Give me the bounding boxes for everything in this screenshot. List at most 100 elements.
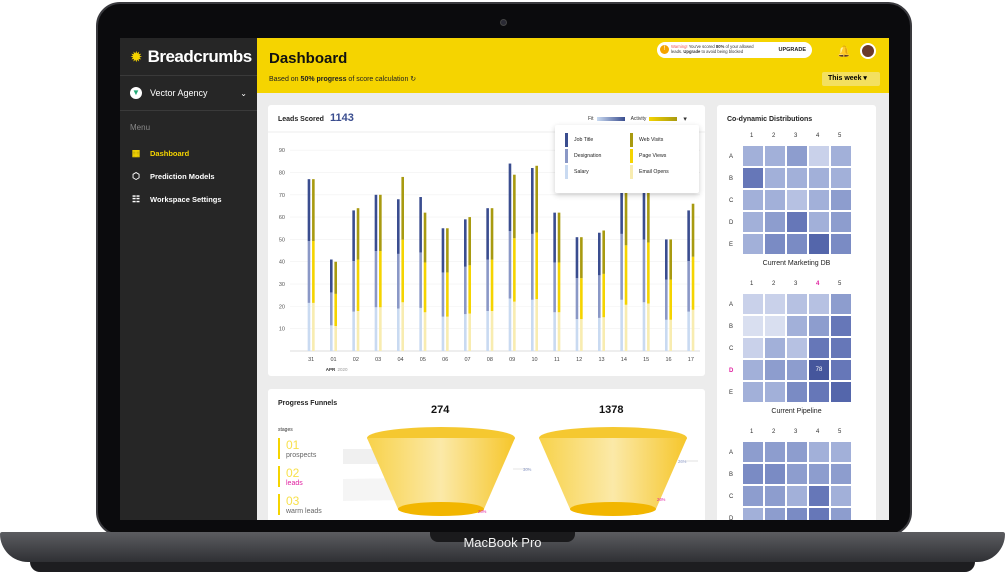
heatmap-cell[interactable] <box>764 211 786 233</box>
dropdown-item-designation[interactable]: Designation <box>565 149 601 163</box>
agency-selector[interactable]: ▼ Vector Agency ⌄ <box>120 76 257 111</box>
heatmap-cell[interactable] <box>742 167 764 189</box>
heatmap-cell[interactable] <box>764 463 786 485</box>
heatmap-cell[interactable] <box>830 293 852 315</box>
heatmap-cell[interactable] <box>830 211 852 233</box>
stage-prospects: 01 prospects <box>278 438 338 459</box>
heatmap-cell[interactable]: 78 <box>808 359 830 381</box>
logo[interactable]: ✹ Breadcrumbs <box>120 38 257 76</box>
heatmap-cell[interactable] <box>764 233 786 255</box>
heatmap-cell[interactable] <box>742 315 764 337</box>
heatmap-cell[interactable] <box>786 507 808 520</box>
heatmap-cell[interactable] <box>764 337 786 359</box>
dropdown-item-page-views[interactable]: Page Views <box>630 149 666 163</box>
heatmap-cell[interactable] <box>742 359 764 381</box>
heatmap-cell[interactable] <box>808 381 830 403</box>
legend-fit[interactable]: Fit <box>588 116 625 122</box>
heatmap-cell[interactable] <box>742 293 764 315</box>
avatar[interactable] <box>860 43 876 59</box>
heatmap-cell[interactable] <box>786 485 808 507</box>
x-tick-label: 07 <box>464 357 470 363</box>
heatmap-cell[interactable] <box>830 381 852 403</box>
column-label: 5 <box>838 429 842 435</box>
bell-icon[interactable]: 🔔 <box>837 46 851 58</box>
warning-upgrade-link[interactable]: Upgrade <box>683 49 701 54</box>
heatmap-cell[interactable] <box>764 485 786 507</box>
heatmap-cell[interactable] <box>742 233 764 255</box>
chevron-down-icon[interactable]: ▾ <box>683 116 687 123</box>
heatmap-cell[interactable] <box>742 485 764 507</box>
bar-fit-segment <box>687 210 690 262</box>
heatmap-cell[interactable] <box>808 167 830 189</box>
heatmap-cell[interactable] <box>742 507 764 520</box>
bar-fit-segment <box>486 259 489 312</box>
heatmap-cell[interactable] <box>786 293 808 315</box>
bar-fit-segment <box>441 316 445 351</box>
heatmap-cell[interactable] <box>808 293 830 315</box>
heatmap-cell[interactable] <box>742 441 764 463</box>
legend-activity[interactable]: Activity <box>631 116 678 122</box>
heatmap-cell[interactable] <box>808 233 830 255</box>
heatmap-cell[interactable] <box>786 189 808 211</box>
heatmap-cell[interactable] <box>830 145 852 167</box>
heatmap-cell[interactable] <box>742 189 764 211</box>
heatmap-cell[interactable] <box>764 315 786 337</box>
bar-activity-segment <box>423 312 427 351</box>
heatmap-cell[interactable] <box>830 233 852 255</box>
heatmap-cell[interactable] <box>830 315 852 337</box>
heatmap-cell[interactable] <box>742 211 764 233</box>
heatmap-cell[interactable] <box>830 463 852 485</box>
upgrade-button[interactable]: UPGRADE <box>778 47 806 53</box>
dropdown-label: Page Views <box>639 153 667 159</box>
heatmap-cell[interactable] <box>808 315 830 337</box>
heatmap-cell[interactable] <box>808 189 830 211</box>
heatmap-cell[interactable] <box>830 189 852 211</box>
dropdown-item-web-visits[interactable]: Web Visits <box>630 133 663 147</box>
heatmap-cell[interactable] <box>786 167 808 189</box>
heatmap-cell[interactable] <box>808 211 830 233</box>
heatmap-cell[interactable] <box>786 233 808 255</box>
heatmap-cell[interactable] <box>808 337 830 359</box>
heatmap-cell[interactable] <box>786 381 808 403</box>
heatmap-cell[interactable] <box>786 315 808 337</box>
heatmap-cell[interactable] <box>764 507 786 520</box>
sidebar-item-prediction-models[interactable]: ⬡ Prediction Models <box>120 165 257 188</box>
heatmap-cell[interactable] <box>830 441 852 463</box>
heatmap-cell[interactable] <box>808 441 830 463</box>
row-label: B <box>729 176 734 182</box>
refresh-icon[interactable]: ↻ <box>410 76 417 83</box>
sidebar-item-workspace-settings[interactable]: ☷ Workspace Settings <box>120 188 257 211</box>
heatmap-cell[interactable] <box>786 359 808 381</box>
sidebar-item-dashboard[interactable]: ▦ Dashboard <box>120 142 257 165</box>
heatmap-cell[interactable] <box>786 463 808 485</box>
heatmap-cell[interactable] <box>808 463 830 485</box>
heatmap-cell[interactable] <box>764 441 786 463</box>
dropdown-item-salary[interactable]: Salary <box>565 165 589 179</box>
dropdown-item-job-title[interactable]: Job Title <box>565 133 593 147</box>
heatmap-cell[interactable] <box>786 441 808 463</box>
heatmap-cell[interactable] <box>808 145 830 167</box>
heatmap-cell[interactable] <box>830 359 852 381</box>
heatmap-cell[interactable] <box>764 167 786 189</box>
heatmap-cell[interactable] <box>742 463 764 485</box>
heatmap-cell[interactable] <box>764 145 786 167</box>
heatmap-cell[interactable] <box>764 189 786 211</box>
heatmap-cell[interactable] <box>786 211 808 233</box>
heatmap-cell[interactable] <box>830 337 852 359</box>
heatmap-cell[interactable] <box>764 359 786 381</box>
heatmap-cell[interactable] <box>742 381 764 403</box>
heatmap-cell[interactable] <box>830 167 852 189</box>
heatmap-cell[interactable] <box>830 485 852 507</box>
heatmap-cell[interactable] <box>742 145 764 167</box>
dropdown-item-email-opens[interactable]: Email Opens <box>630 165 669 179</box>
codynamic-card: Co-dynamic Distributions 1 2 3 4 5 A B C D E Curre… <box>717 105 876 520</box>
heatmap-cell[interactable] <box>742 337 764 359</box>
period-select[interactable]: This week ▾ <box>822 72 880 86</box>
heatmap-cell[interactable] <box>808 507 830 520</box>
heatmap-cell[interactable] <box>830 507 852 520</box>
heatmap-cell[interactable] <box>764 293 786 315</box>
heatmap-cell[interactable] <box>786 145 808 167</box>
heatmap-cell[interactable] <box>786 337 808 359</box>
heatmap-cell[interactable] <box>808 485 830 507</box>
heatmap-cell[interactable] <box>764 381 786 403</box>
